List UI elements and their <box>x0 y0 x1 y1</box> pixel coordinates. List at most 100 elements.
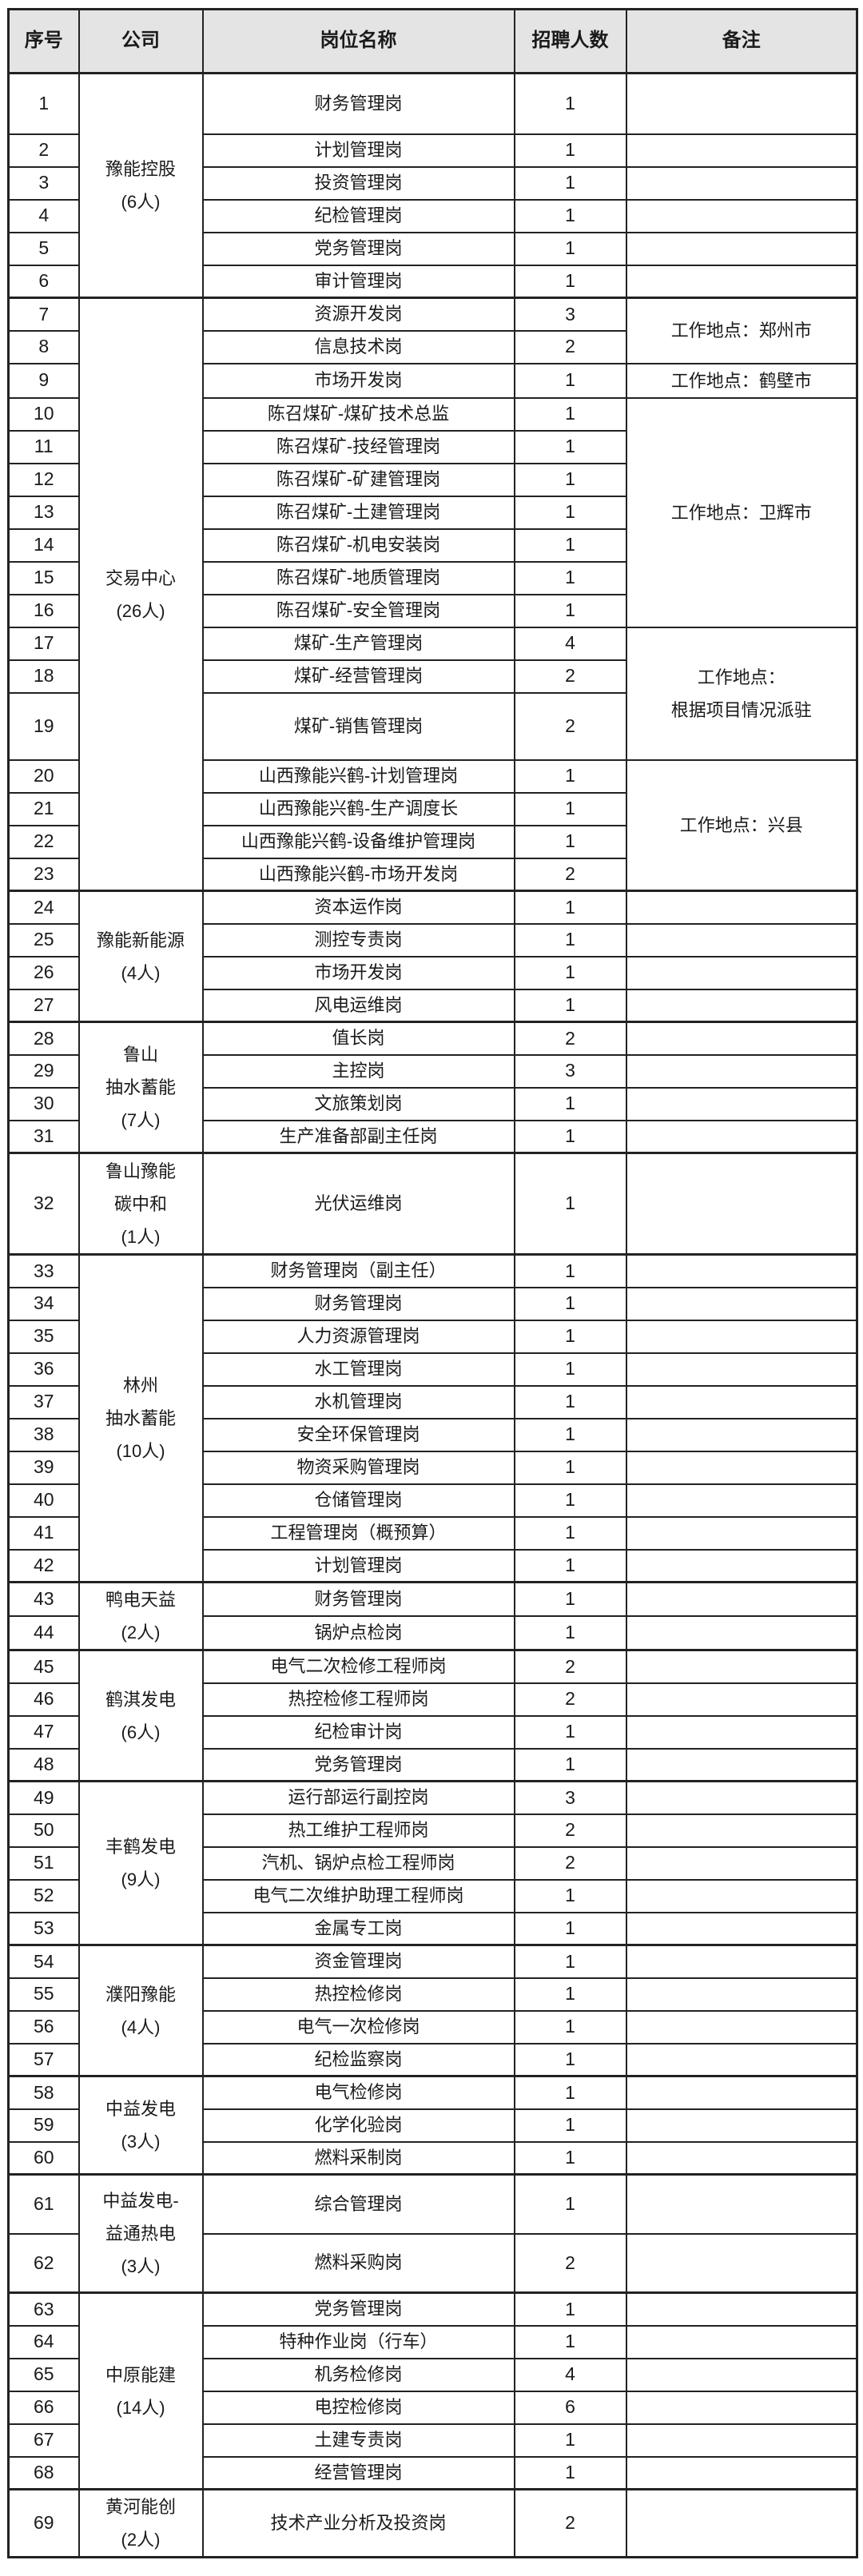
position-cell: 陈召煤矿-技经管理岗 <box>201 429 515 464</box>
position-cell: 山西豫能兴鹤-计划管理岗 <box>201 758 515 794</box>
note-cell <box>625 1286 858 1321</box>
table-row: 7 交易中心 (26人) 资源开发岗 3 工作地点：郑州市 <box>7 297 858 892</box>
table-row: 53 金属专工岗 1 <box>7 1911 858 1946</box>
table-row: 57 纪检监察岗 1 <box>7 2042 858 2077</box>
headcount-cell: 6 <box>513 2390 627 2425</box>
company-cell: 林州 抽水蓄能 (10人) <box>78 1253 204 1583</box>
table-row: 31 生产准备部副主任岗 1 <box>7 1119 858 1154</box>
table-row: 20 山西豫能兴鹤-计划管理岗 1 工作地点：兴县 <box>7 758 858 892</box>
row-number-cell: 10 <box>7 396 80 432</box>
note-cell <box>625 1780 858 1815</box>
headcount-cell: 1 <box>513 1152 627 1256</box>
table-row: 3 投资管理岗 1 <box>7 165 858 201</box>
note-cell <box>625 1253 858 1288</box>
position-cell: 电气二次检修工程师岗 <box>201 1649 515 1684</box>
note-cell <box>625 1682 858 1717</box>
company-cell: 豫能控股 (6人) <box>78 72 204 299</box>
row-number-cell: 4 <box>7 198 80 233</box>
headcount-cell: 1 <box>513 165 627 201</box>
table-row: 6 审计管理岗 1 <box>7 264 858 299</box>
note-cell: 工作地点：鹤壁市 <box>625 362 858 399</box>
company-cell: 中益发电 (3人) <box>78 2075 204 2176</box>
table-row: 50 热工维护工程师岗 2 <box>7 1813 858 1848</box>
position-cell: 水机管理岗 <box>201 1384 515 1419</box>
position-cell: 财务管理岗（副主任） <box>201 1253 515 1288</box>
row-number-cell: 31 <box>7 1119 80 1154</box>
position-cell: 金属专工岗 <box>201 1911 515 1946</box>
table-row: 14 陈召煤矿-机电安装岗 1 <box>7 528 857 563</box>
position-cell: 燃料采购岗 <box>201 2232 515 2294</box>
table-row: 37 水机管理岗 1 <box>7 1384 858 1419</box>
table-row: 36 水工管理岗 1 <box>7 1352 858 1387</box>
row-number-cell: 29 <box>7 1053 80 1089</box>
table-row: 12 陈召煤矿-矿建管理岗 1 <box>7 462 857 497</box>
note-cell <box>625 1714 858 1750</box>
headcount-cell: 1 <box>513 988 627 1023</box>
note-cell <box>625 1977 858 2012</box>
headcount-cell: 1 <box>513 1911 627 1946</box>
note-cell <box>625 1119 858 1154</box>
headcount-cell: 1 <box>513 72 627 135</box>
row-number-cell: 13 <box>7 495 80 530</box>
table-row: 65 机务检修岗 4 <box>7 2357 858 2392</box>
row-number-cell: 9 <box>7 362 80 399</box>
cell-line: 黄河能创 <box>105 2497 176 2517</box>
headcount-cell: 2 <box>513 1813 627 1848</box>
position-cell: 生产准备部副主任岗 <box>201 1119 515 1154</box>
cell-line: 豫能新能源 <box>96 930 185 950</box>
note-cell <box>625 2390 858 2425</box>
position-cell: 工程管理岗（概预算） <box>201 1515 515 1551</box>
headcount-cell: 4 <box>513 2357 627 2392</box>
table-row: 29 主控岗 3 <box>7 1053 858 1089</box>
headcount-cell: 3 <box>513 1780 627 1815</box>
table-row: 61 中益发电- 益通热电 (3人) 综合管理岗 1 <box>7 2173 858 2294</box>
position-cell: 资源开发岗 <box>201 297 515 332</box>
headcount-cell: 1 <box>513 1944 627 1979</box>
cell-line: 抽水蓄能 <box>105 1408 176 1428</box>
position-cell: 化学化验岗 <box>201 2108 515 2143</box>
position-cell: 陈召煤矿-矿建管理岗 <box>201 462 515 497</box>
note-cell <box>625 2042 858 2077</box>
company-cell: 濮阳豫能 (4人) <box>78 1944 204 2077</box>
table-row: 41 工程管理岗（概预算） 1 <box>7 1515 858 1551</box>
table-header-row: 序号 公司 岗位名称 招聘人数 备注 <box>7 8 858 74</box>
position-cell: 技术产业分析及投资岗 <box>201 2488 515 2558</box>
table-row: 46 热控检修工程师岗 2 <box>7 1682 858 1717</box>
headcount-cell: 1 <box>513 198 627 233</box>
row-number-cell: 62 <box>7 2232 80 2294</box>
table-row: 30 文旅策划岗 1 <box>7 1086 858 1121</box>
row-number-cell: 69 <box>7 2488 80 2558</box>
row-number-cell: 35 <box>7 1319 80 1354</box>
headcount-cell: 1 <box>513 1253 627 1288</box>
row-number-cell: 32 <box>7 1152 80 1256</box>
position-cell: 土建专责岗 <box>201 2423 515 2458</box>
row-number-cell: 47 <box>7 1714 80 1750</box>
headcount-cell: 2 <box>513 1845 627 1881</box>
position-cell: 燃料采制岗 <box>201 2140 515 2176</box>
table-row: 39 物资采购管理岗 1 <box>7 1450 858 1485</box>
note-cell <box>625 2232 858 2294</box>
row-number-cell: 42 <box>7 1548 80 1583</box>
table-row: 58 中益发电 (3人) 电气检修岗 1 <box>7 2075 858 2176</box>
position-cell: 陈召煤矿-土建管理岗 <box>201 495 515 530</box>
row-number-cell: 28 <box>7 1021 80 1056</box>
cell-line: (2人) <box>121 2530 161 2550</box>
row-number-cell: 54 <box>7 1944 80 1979</box>
position-cell: 风电运维岗 <box>201 988 515 1023</box>
headcount-cell: 1 <box>513 2455 627 2490</box>
headcount-cell: 1 <box>513 2291 627 2327</box>
headcount-cell: 1 <box>513 2140 627 2176</box>
position-cell: 党务管理岗 <box>201 231 515 266</box>
position-cell: 机务检修岗 <box>201 2357 515 2392</box>
headcount-cell: 1 <box>513 1515 627 1551</box>
row-number-cell: 60 <box>7 2140 80 2176</box>
cell-line: (26人) <box>116 600 165 621</box>
position-cell: 纪检管理岗 <box>201 198 515 233</box>
row-number-cell: 67 <box>7 2423 80 2458</box>
note-cell <box>625 1417 858 1452</box>
headcount-cell: 1 <box>513 528 627 563</box>
cell-line: (14人) <box>116 2397 165 2418</box>
headcount-cell: 2 <box>513 1021 627 1056</box>
row-number-cell: 45 <box>7 1649 80 1684</box>
company-cell: 鲁山 抽水蓄能 (7人) <box>78 1021 204 1154</box>
